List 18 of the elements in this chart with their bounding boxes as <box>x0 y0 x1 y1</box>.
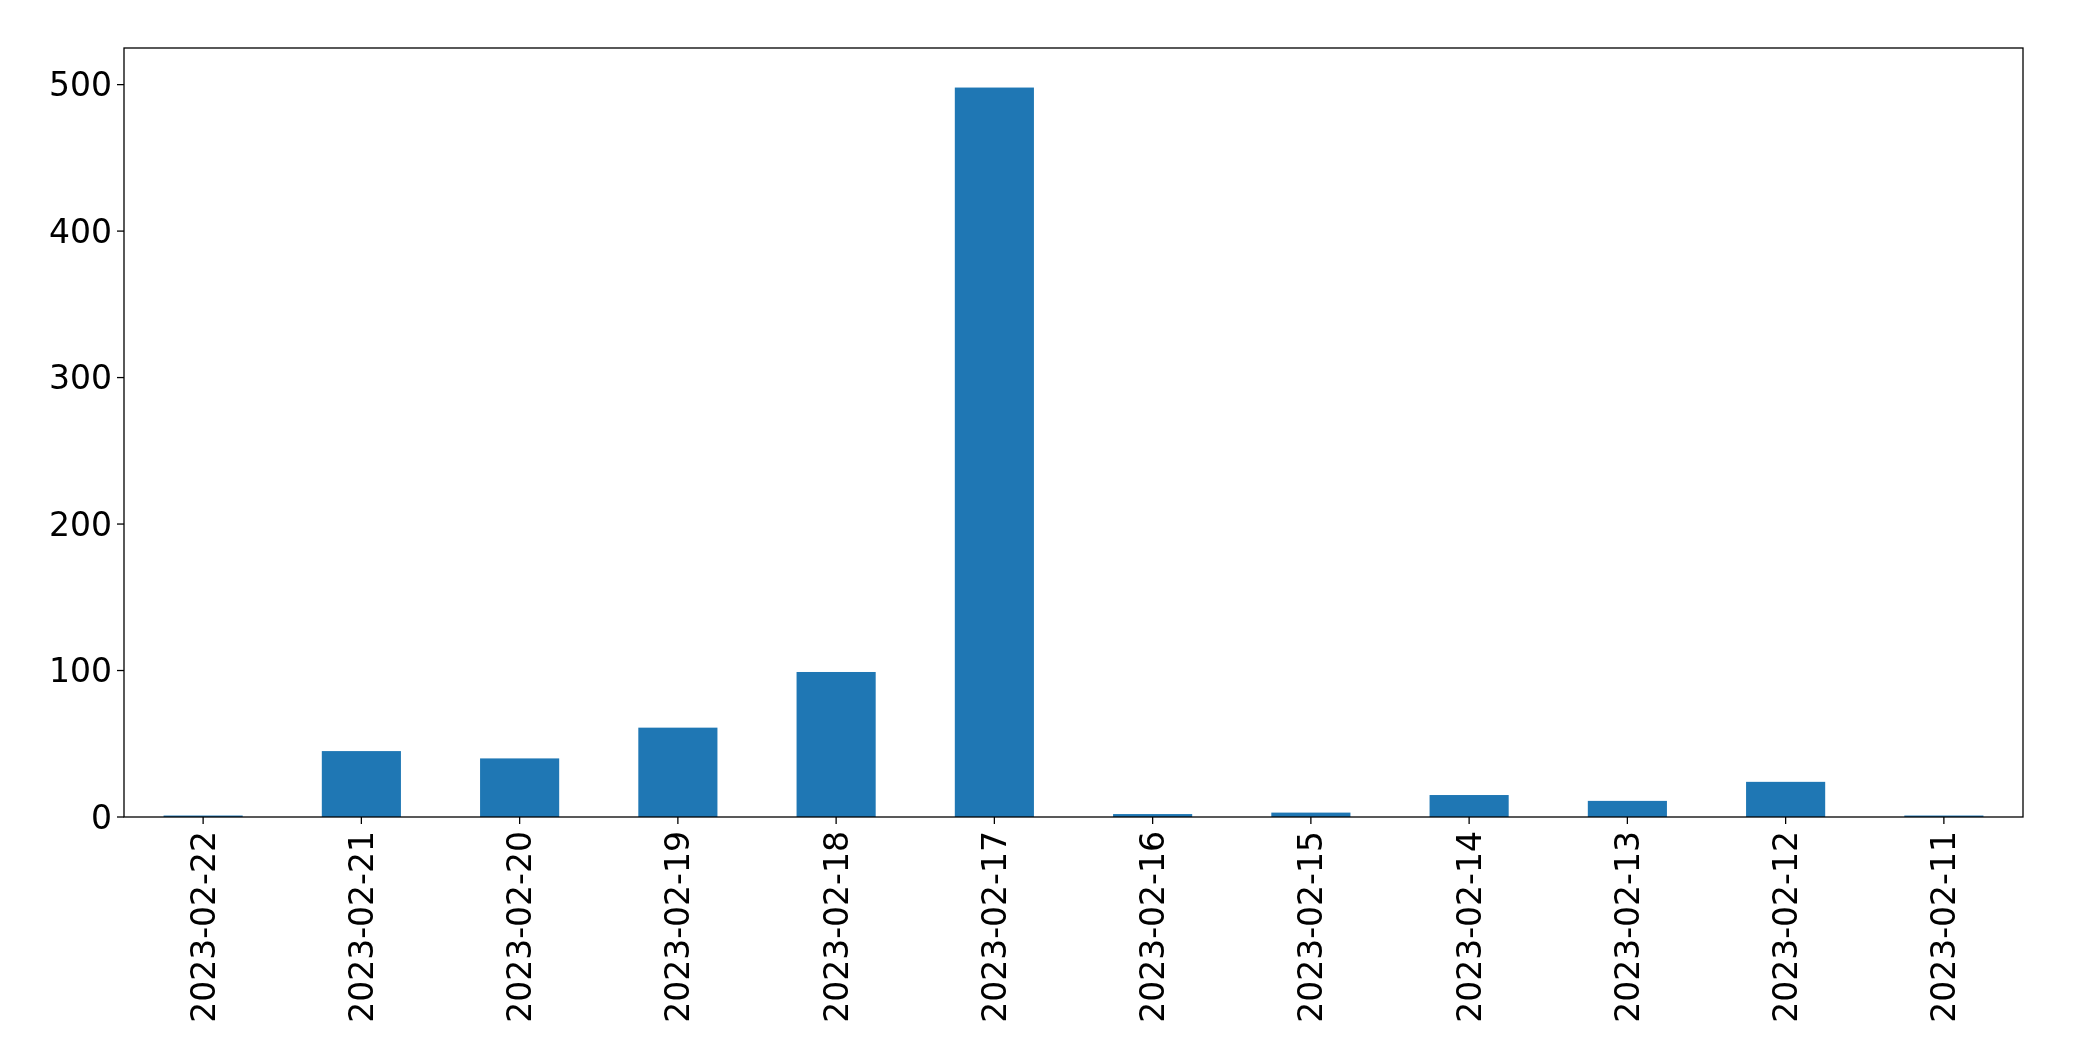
x-tick-label: 2023-02-19 <box>658 831 698 1023</box>
x-tick-label: 2023-02-11 <box>1924 831 1964 1023</box>
x-tick-label: 2023-02-22 <box>183 831 223 1023</box>
y-tick-label: 500 <box>49 65 112 105</box>
x-tick-label: 2023-02-12 <box>1766 831 1806 1023</box>
x-tick-label: 2023-02-18 <box>816 831 856 1023</box>
x-tick-label: 2023-02-14 <box>1449 831 1489 1023</box>
x-tick-label: 2023-02-15 <box>1291 831 1331 1023</box>
x-tick-label: 2023-02-21 <box>341 831 381 1023</box>
y-tick-label: 300 <box>49 358 112 398</box>
y-tick-label: 400 <box>49 211 112 251</box>
x-tick-label: 2023-02-17 <box>974 831 1014 1023</box>
y-tick-label: 0 <box>91 797 112 837</box>
y-tick-label: 200 <box>49 504 112 544</box>
x-tick-label: 2023-02-13 <box>1607 831 1647 1023</box>
x-tick-label: 2023-02-20 <box>500 831 540 1023</box>
x-tick-label: 2023-02-16 <box>1133 831 1173 1023</box>
y-tick-label: 100 <box>49 651 112 691</box>
